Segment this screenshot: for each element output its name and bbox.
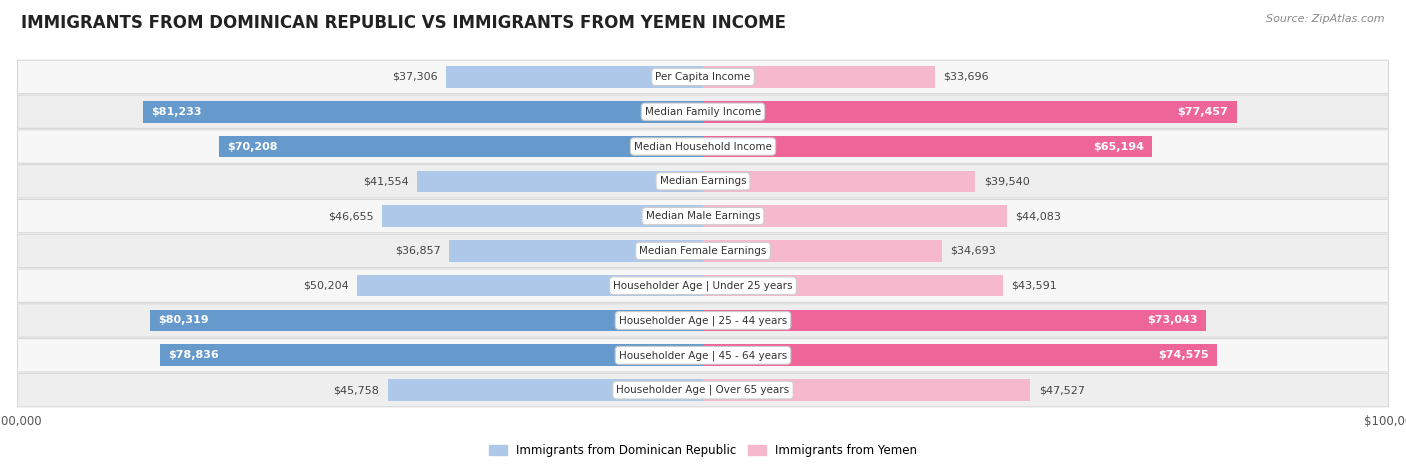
Bar [703, 136, 1152, 157]
Text: $47,527: $47,527 [1039, 385, 1084, 395]
Bar [381, 205, 703, 227]
FancyBboxPatch shape [17, 339, 1389, 372]
Text: $80,319: $80,319 [157, 316, 208, 325]
Text: Householder Age | Over 65 years: Householder Age | Over 65 years [616, 385, 790, 396]
FancyBboxPatch shape [17, 304, 1389, 337]
Text: $45,758: $45,758 [333, 385, 380, 395]
Bar [357, 275, 703, 297]
Text: Source: ZipAtlas.com: Source: ZipAtlas.com [1267, 14, 1385, 24]
FancyBboxPatch shape [17, 60, 1389, 93]
Text: $46,655: $46,655 [328, 211, 374, 221]
Text: $70,208: $70,208 [228, 142, 278, 151]
Bar [703, 379, 1031, 401]
Text: $74,575: $74,575 [1159, 350, 1209, 360]
Bar [446, 66, 703, 88]
Text: Median Female Earnings: Median Female Earnings [640, 246, 766, 256]
Bar [703, 205, 1007, 227]
Bar [703, 345, 1216, 366]
FancyBboxPatch shape [17, 199, 1389, 233]
Text: Median Household Income: Median Household Income [634, 142, 772, 151]
Text: $78,836: $78,836 [169, 350, 219, 360]
Text: $41,554: $41,554 [363, 177, 409, 186]
Text: $73,043: $73,043 [1147, 316, 1198, 325]
Text: $50,204: $50,204 [304, 281, 349, 290]
Text: $39,540: $39,540 [984, 177, 1029, 186]
Bar [219, 136, 703, 157]
Bar [703, 275, 1004, 297]
Bar [703, 310, 1206, 331]
FancyBboxPatch shape [17, 130, 1389, 163]
Text: Median Family Income: Median Family Income [645, 107, 761, 117]
FancyBboxPatch shape [17, 269, 1389, 303]
Text: Per Capita Income: Per Capita Income [655, 72, 751, 82]
Text: $36,857: $36,857 [395, 246, 441, 256]
Text: Householder Age | 25 - 44 years: Householder Age | 25 - 44 years [619, 315, 787, 326]
FancyBboxPatch shape [17, 95, 1389, 128]
Text: $34,693: $34,693 [950, 246, 995, 256]
FancyBboxPatch shape [17, 374, 1389, 407]
Text: $33,696: $33,696 [943, 72, 988, 82]
Bar [703, 66, 935, 88]
Text: $37,306: $37,306 [392, 72, 437, 82]
FancyBboxPatch shape [17, 234, 1389, 268]
Bar [703, 101, 1237, 122]
Text: Householder Age | Under 25 years: Householder Age | Under 25 years [613, 281, 793, 291]
Bar [143, 101, 703, 122]
Legend: Immigrants from Dominican Republic, Immigrants from Yemen: Immigrants from Dominican Republic, Immi… [484, 439, 922, 462]
Text: $81,233: $81,233 [152, 107, 202, 117]
FancyBboxPatch shape [17, 164, 1389, 198]
Text: $44,083: $44,083 [1015, 211, 1062, 221]
Text: $43,591: $43,591 [1011, 281, 1057, 290]
Text: $77,457: $77,457 [1178, 107, 1229, 117]
Bar [416, 170, 703, 192]
Bar [149, 310, 703, 331]
Bar [160, 345, 703, 366]
Bar [703, 170, 976, 192]
Bar [703, 240, 942, 262]
Text: IMMIGRANTS FROM DOMINICAN REPUBLIC VS IMMIGRANTS FROM YEMEN INCOME: IMMIGRANTS FROM DOMINICAN REPUBLIC VS IM… [21, 14, 786, 32]
Bar [449, 240, 703, 262]
Text: Median Male Earnings: Median Male Earnings [645, 211, 761, 221]
Text: $65,194: $65,194 [1092, 142, 1144, 151]
Bar [388, 379, 703, 401]
Text: Householder Age | 45 - 64 years: Householder Age | 45 - 64 years [619, 350, 787, 361]
Text: Median Earnings: Median Earnings [659, 177, 747, 186]
